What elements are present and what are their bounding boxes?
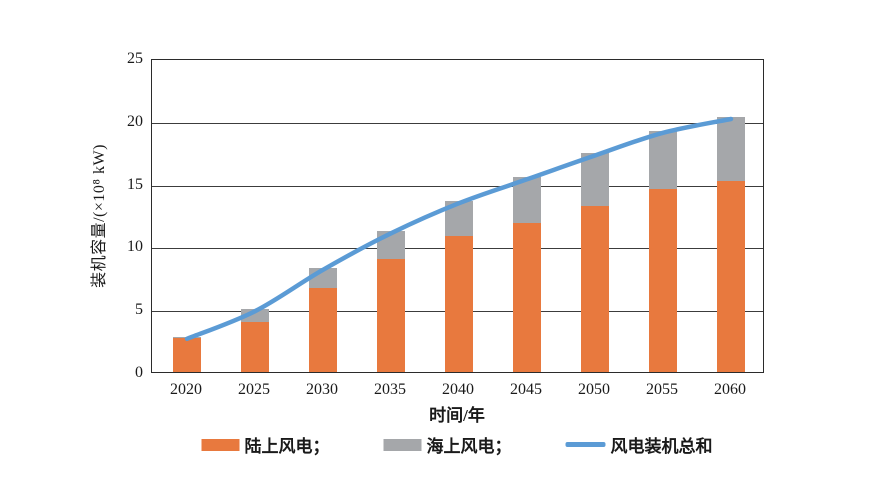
y-tick-label-0: 0: [135, 364, 143, 381]
total-line: [184, 116, 734, 342]
x-tick-label-2050: 2050: [578, 381, 610, 398]
offshore-segment: [581, 153, 609, 207]
plot-area: [151, 59, 764, 373]
x-tick-label-2040: 2040: [442, 381, 474, 398]
x-tick-label-2030: 2030: [306, 381, 338, 398]
gridline-15: [152, 185, 763, 187]
x-tick-label-2035: 2035: [374, 381, 406, 398]
offshore-swatch-icon: [383, 438, 422, 451]
x-tick-label-2025: 2025: [238, 381, 270, 398]
legend-label-onshore: 陆上风电；: [244, 437, 330, 456]
legend-label-offshore: 海上风电；: [426, 437, 512, 456]
bar-group-2055: [649, 130, 677, 372]
offshore-segment: [649, 130, 677, 189]
offshore-segment: [717, 117, 745, 182]
onshore-segment: [173, 338, 201, 372]
onshore-segment: [445, 236, 473, 372]
legend-label-total: 风电装机总和: [610, 437, 713, 456]
bar-group-2060: [717, 117, 745, 372]
legend-item-offshore: 海上风电；: [383, 432, 512, 457]
y-tick-label-10: 10: [127, 238, 143, 256]
x-tick-label-2055: 2055: [646, 381, 678, 398]
x-tick-label-2045: 2045: [510, 381, 542, 398]
bar-group-2025: [241, 309, 269, 372]
legend-item-onshore: 陆上风电；: [201, 432, 330, 457]
onshore-segment: [241, 321, 269, 372]
legend-item-total: 风电装机总和: [565, 432, 713, 457]
total-line-swatch-icon: [565, 442, 606, 447]
onshore-segment: [717, 181, 745, 372]
onshore-segment: [513, 222, 541, 372]
onshore-segment: [581, 206, 609, 372]
bar-group-2045: [513, 177, 541, 372]
y-tick-label-20: 20: [127, 112, 143, 130]
y-tick-label-5: 5: [135, 301, 143, 319]
y-tick-label-15: 15: [127, 175, 143, 193]
onshore-swatch-icon: [201, 438, 240, 451]
y-axis-title: 装机容量/(×10⁸ kW): [91, 144, 108, 288]
bar-group-2050: [581, 153, 609, 372]
legend: 陆上风电； 海上风电； 风电装机总和: [201, 432, 713, 457]
x-tick-label-2020: 2020: [170, 381, 202, 398]
x-axis-title: 时间/年: [429, 406, 485, 425]
onshore-segment: [649, 188, 677, 372]
onshore-segment: [309, 287, 337, 372]
gridline-20: [152, 122, 763, 124]
total-line-path: [184, 116, 734, 342]
y-tick-label-25: 25: [127, 50, 143, 67]
x-tick-label-2060: 2060: [714, 381, 746, 398]
onshore-segment: [377, 258, 405, 372]
bar-group-2035: [377, 231, 405, 372]
